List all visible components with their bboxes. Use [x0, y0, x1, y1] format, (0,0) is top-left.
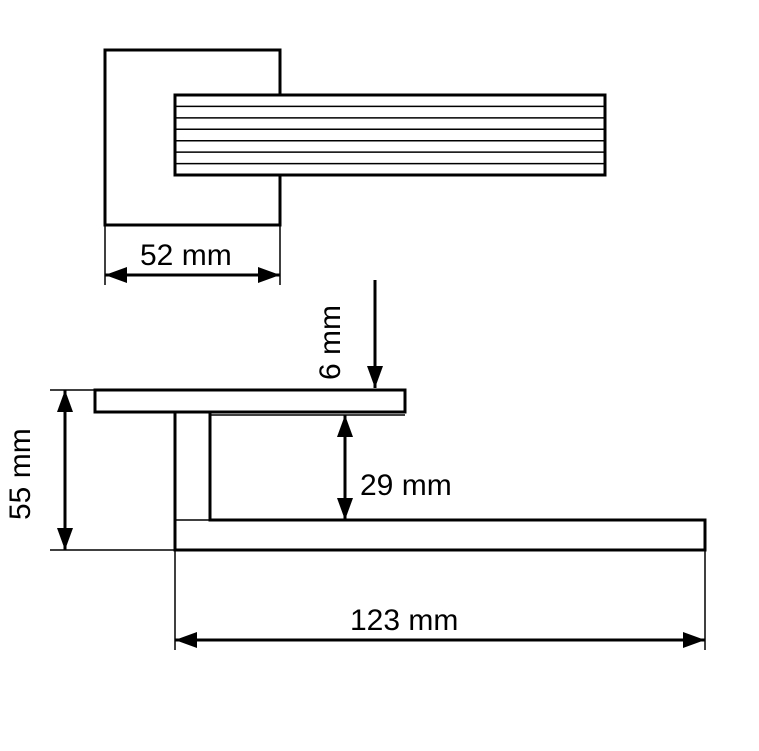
dim-52mm: 52 mm	[140, 239, 232, 272]
dim-123mm: 123 mm	[350, 604, 458, 637]
dim-29mm: 29 mm	[360, 469, 452, 502]
dim-55mm: 55 mm	[4, 428, 37, 520]
top-view	[105, 50, 605, 225]
dim-6mm: 6 mm	[314, 305, 347, 380]
